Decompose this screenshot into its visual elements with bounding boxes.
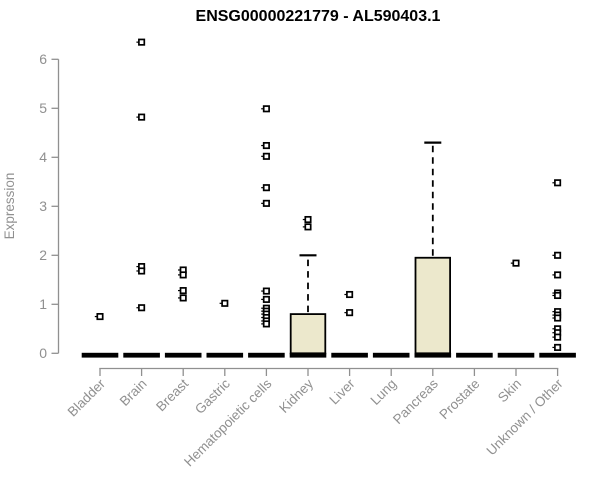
median-bar — [539, 352, 576, 358]
outlier-point — [554, 179, 562, 187]
x-tick-label: Prostate — [436, 376, 482, 422]
box — [289, 313, 327, 355]
outlier-point — [221, 299, 229, 307]
median-bar — [248, 352, 285, 358]
median-bar — [331, 352, 368, 358]
outlier-point — [554, 314, 562, 322]
outlier-point — [96, 313, 104, 321]
box — [414, 256, 451, 355]
outlier-point — [262, 105, 270, 113]
x-tick-label: Unknown / Other — [483, 376, 566, 459]
x-tick-label: Bladder — [65, 376, 109, 420]
outlier-point — [554, 271, 562, 279]
outlier-point — [179, 294, 187, 302]
y-tick-label: 1 — [39, 296, 47, 312]
x-tick-label: Breast — [153, 376, 191, 414]
median-bar — [497, 352, 535, 358]
outlier-point — [262, 320, 270, 328]
x-tick-label: Pancreas — [390, 376, 441, 427]
median-bar — [206, 352, 244, 358]
y-tick-label: 5 — [39, 100, 47, 116]
outlier-point — [554, 251, 562, 259]
median-bar — [81, 352, 119, 358]
outlier-point — [304, 223, 312, 231]
outlier-point — [262, 141, 270, 150]
outlier-point — [346, 309, 354, 317]
outlier-point — [179, 271, 187, 279]
x-tick-label: Kidney — [276, 376, 316, 416]
y-tick-label: 4 — [39, 149, 47, 165]
outlier-point — [262, 199, 270, 207]
outlier-point — [262, 287, 270, 295]
median-bar — [289, 352, 327, 358]
median-bar — [123, 352, 160, 358]
outlier-point — [554, 333, 562, 341]
outlier-point — [262, 184, 270, 192]
y-tick-label: 2 — [39, 247, 47, 263]
median-bar — [456, 352, 493, 358]
median-bar — [414, 352, 452, 358]
outlier-point — [304, 215, 312, 224]
chart-title: ENSG00000221779 - AL590403.1 — [196, 8, 441, 25]
x-tick-label: Lung — [367, 376, 399, 408]
outlier-point — [138, 267, 146, 275]
outlier-point — [262, 152, 270, 160]
y-axis-label: Expression — [2, 173, 17, 240]
outlier-point — [179, 287, 187, 295]
y-tick-label: 6 — [39, 51, 47, 67]
outlier-point — [138, 113, 146, 121]
outlier-point — [138, 38, 146, 46]
median-bar — [372, 352, 410, 358]
x-tick-label: Gastric — [192, 376, 233, 417]
outlier-point — [554, 291, 562, 300]
x-tick-label: Liver — [326, 376, 358, 408]
x-tick-label: Brain — [117, 376, 150, 409]
x-tick-label: Skin — [495, 376, 524, 405]
median-bar — [164, 352, 202, 358]
outlier-point — [138, 304, 146, 312]
outlier-point — [346, 290, 354, 299]
y-tick-label: 0 — [39, 345, 47, 361]
outlier-point — [554, 343, 562, 351]
outlier-point — [512, 259, 520, 267]
outlier-point — [262, 295, 270, 303]
y-tick-label: 3 — [39, 198, 47, 214]
